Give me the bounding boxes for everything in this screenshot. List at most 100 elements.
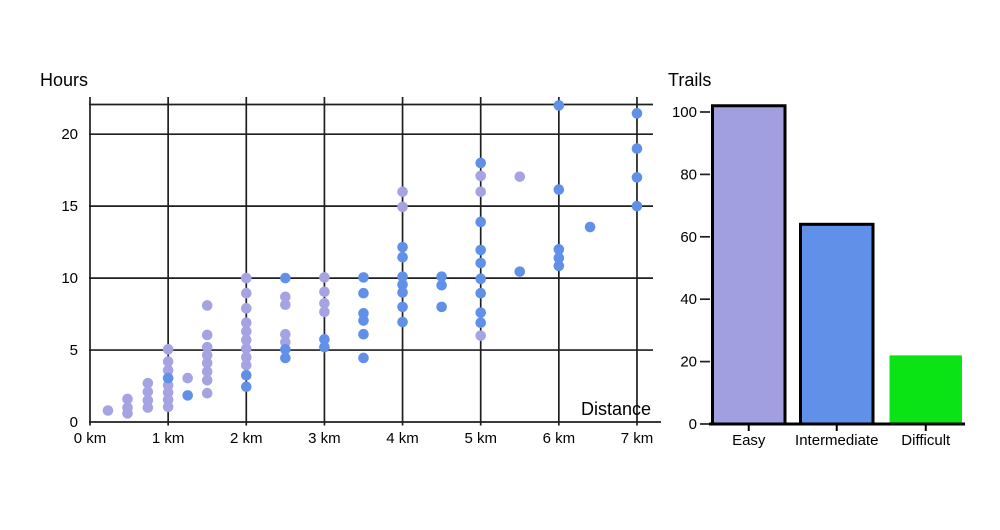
scatter-point-intermediate: [436, 301, 447, 313]
scatter-y-tick-label: 0: [70, 414, 78, 431]
scatter-y-axis-title: Hours: [40, 70, 89, 90]
bar-chart-title: Trails: [668, 70, 712, 90]
scatter-point-intermediate: [553, 252, 565, 264]
bar-y-tick-label: 60: [680, 229, 697, 246]
scatter-point-intermediate: [475, 157, 487, 169]
bar-y-tick-label: 20: [680, 354, 697, 371]
scatter-point-intermediate: [358, 352, 369, 364]
scatter-point-intermediate: [280, 344, 291, 355]
scatter-point-easy: [475, 330, 487, 341]
scatter-point-intermediate: [631, 172, 643, 183]
scatter-x-tick-label: 2 km: [230, 430, 263, 447]
scatter-point-intermediate: [553, 260, 565, 272]
bar-y-tick-label: 80: [680, 166, 697, 183]
scatter-point-easy: [162, 364, 174, 376]
scatter-point-easy: [514, 171, 526, 182]
scatter-point-easy: [201, 366, 213, 377]
scatter-point-easy: [122, 393, 133, 405]
scatter-point-easy: [240, 317, 252, 329]
scatter-point-easy: [319, 272, 330, 283]
scatter-point-intermediate: [475, 317, 487, 329]
scatter-x-tick-label: 4 km: [386, 430, 419, 447]
scatter-x-axis-title: Distance: [580, 399, 651, 419]
scatter-point-easy: [162, 401, 174, 413]
scatter-point-easy: [280, 299, 291, 311]
scatter-point-intermediate: [553, 184, 565, 195]
scatter-point-intermediate: [240, 381, 252, 393]
scatter-point-easy: [162, 356, 174, 367]
scatter-point-intermediate: [358, 315, 369, 326]
scatter-point-easy: [319, 297, 330, 309]
scatter-point-easy: [240, 359, 252, 371]
scatter-point-easy: [102, 405, 114, 416]
scatter-point-easy: [201, 349, 213, 361]
scatter-point-intermediate: [397, 316, 408, 328]
scatter-point-intermediate: [631, 143, 643, 154]
scatter-point-intermediate: [182, 390, 193, 401]
scatter-point-easy: [280, 291, 291, 303]
scatter-point-intermediate: [397, 241, 408, 253]
scatter-point-intermediate: [397, 301, 408, 313]
scatter-point-easy: [182, 372, 193, 384]
scatter-point-intermediate: [436, 271, 447, 282]
scatter-point-intermediate: [397, 271, 408, 282]
scatter-point-intermediate: [631, 200, 643, 212]
bar-x-tick-label: Easy: [732, 432, 766, 449]
scatter-point-intermediate: [319, 341, 330, 353]
scatter-point-intermediate: [358, 272, 369, 283]
scatter-point-intermediate: [475, 273, 487, 285]
scatter-point-intermediate: [436, 279, 447, 291]
scatter-point-intermediate: [553, 100, 565, 111]
bar-x-tick-label: Difficult: [901, 432, 951, 449]
scatter-point-intermediate: [397, 251, 408, 263]
scatter-point-easy: [475, 186, 487, 198]
scatter-point-intermediate: [475, 257, 487, 269]
scatter-point-easy: [240, 343, 252, 354]
scatter-point-intermediate: [319, 333, 330, 345]
scatter-point-easy: [319, 286, 330, 298]
scatter-x-tick-label: 3 km: [308, 430, 341, 447]
scatter-point-intermediate: [397, 287, 408, 298]
scatter-y-tick-label: 20: [61, 126, 78, 143]
bar-difficult: [889, 355, 962, 424]
scatter-point-easy: [240, 272, 252, 284]
scatter-x-tick-label: 0 km: [74, 430, 107, 447]
scatter-point-intermediate: [514, 266, 526, 277]
scatter-point-intermediate: [358, 328, 369, 340]
scatter-point-easy: [240, 303, 252, 314]
bar-y-tick-label: 0: [689, 416, 697, 433]
scatter-point-intermediate: [280, 352, 291, 364]
scatter-point-easy: [201, 387, 213, 399]
scatter-point-easy: [397, 186, 408, 198]
scatter-point-easy: [162, 344, 174, 355]
scatter-point-intermediate: [631, 108, 643, 119]
scatter-point-easy: [142, 386, 154, 398]
scatter-point-easy: [240, 334, 252, 346]
scatter-point-easy: [142, 402, 154, 413]
scatter-point-easy: [475, 170, 487, 182]
scatter-y-tick-label: 5: [70, 342, 78, 359]
scatter-point-easy: [201, 329, 213, 341]
bar-easy: [711, 104, 787, 426]
scatter-point-easy: [240, 326, 252, 337]
scatter-point-intermediate: [475, 216, 487, 228]
scatter-point-intermediate: [280, 272, 291, 284]
scatter-point-intermediate: [475, 244, 487, 256]
scatter-point-intermediate: [162, 372, 174, 384]
scatter-point-easy: [201, 374, 213, 386]
bar-x-tick-label: Intermediate: [795, 432, 878, 449]
scatter-point-intermediate: [358, 287, 369, 299]
bar-intermediate: [799, 222, 875, 426]
scatter-point-intermediate: [553, 244, 565, 255]
bar-y-tick-label: 40: [680, 291, 697, 308]
scatter-point-easy: [142, 377, 154, 389]
scatter-x-tick-label: 1 km: [152, 430, 185, 447]
scatter-point-easy: [201, 300, 213, 311]
scatter-x-tick-label: 6 km: [543, 430, 576, 447]
scatter-point-intermediate: [584, 221, 596, 233]
scatter-point-easy: [280, 328, 291, 340]
